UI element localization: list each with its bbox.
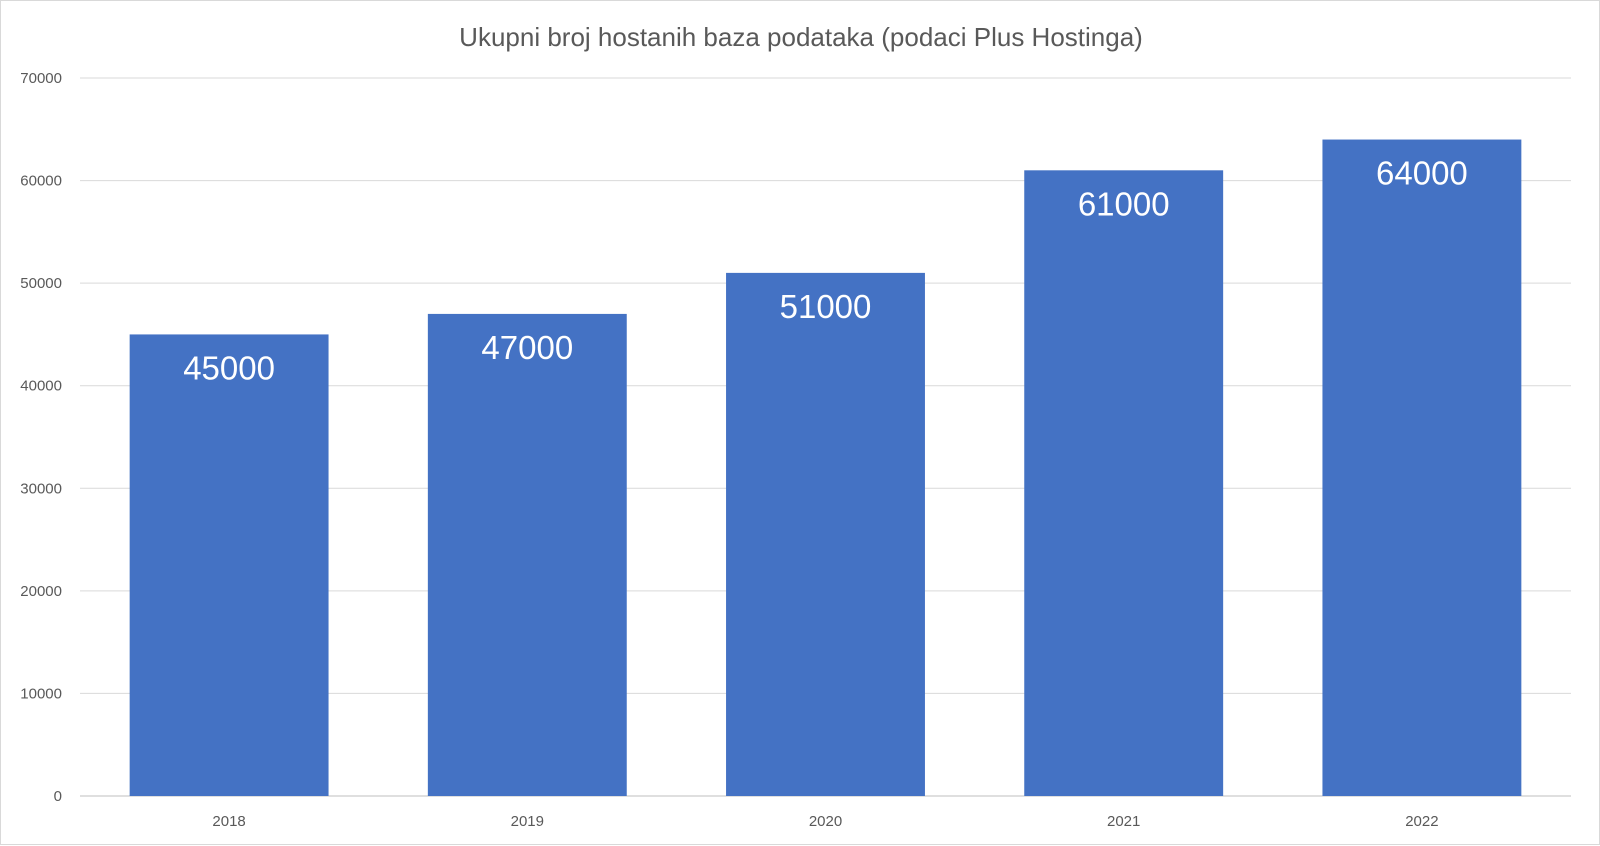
y-tick-label: 50000 xyxy=(20,275,62,292)
y-tick-label: 60000 xyxy=(20,173,62,190)
bar-2018 xyxy=(129,334,329,796)
data-label-2020: 51000 xyxy=(780,288,872,325)
x-tick-label-2020: 2020 xyxy=(809,813,842,830)
bars xyxy=(129,139,1522,797)
x-tick-label-2018: 2018 xyxy=(212,813,245,830)
x-tick-label-2021: 2021 xyxy=(1107,813,1140,830)
y-tick-label: 40000 xyxy=(20,378,62,395)
bar-2021 xyxy=(1024,170,1224,797)
y-tick-label: 0 xyxy=(54,788,62,805)
y-tick-label: 70000 xyxy=(20,70,62,87)
chart-title: Ukupni broj hostanih baza podataka (poda… xyxy=(459,22,1143,52)
bar-2022 xyxy=(1322,139,1522,797)
y-axis-ticks: 0 10000 20000 30000 40000 50000 60000 70000 xyxy=(20,70,62,805)
data-label-2018: 45000 xyxy=(183,349,275,386)
data-label-2021: 61000 xyxy=(1078,185,1170,222)
data-labels: 45000 47000 51000 61000 64000 xyxy=(183,155,1468,387)
x-tick-label-2022: 2022 xyxy=(1405,813,1438,830)
data-label-2019: 47000 xyxy=(481,329,573,366)
y-tick-label: 10000 xyxy=(20,685,62,702)
data-label-2022: 64000 xyxy=(1376,155,1468,192)
x-tick-label-2019: 2019 xyxy=(511,813,544,830)
bar-2020 xyxy=(726,272,925,796)
y-tick-label: 30000 xyxy=(20,480,62,497)
y-tick-label: 20000 xyxy=(20,583,62,600)
x-axis-ticks: 2018 2019 2020 2021 2022 xyxy=(212,813,1438,830)
bar-2019 xyxy=(427,313,627,796)
